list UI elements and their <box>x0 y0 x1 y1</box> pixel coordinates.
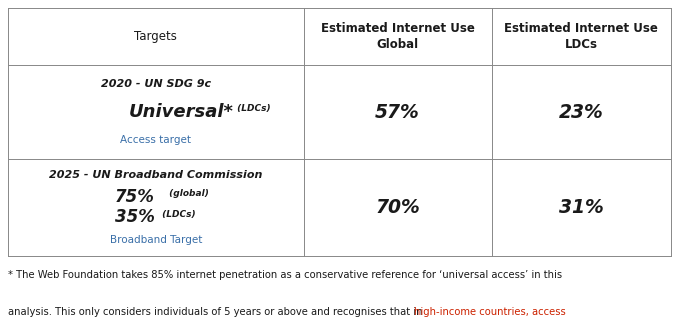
Text: (LDCs): (LDCs) <box>159 210 196 218</box>
Text: Access target: Access target <box>120 135 191 145</box>
Text: Broadband Target: Broadband Target <box>109 234 202 245</box>
Text: 23%: 23% <box>559 103 604 121</box>
Text: high-income countries, access: high-income countries, access <box>414 307 566 317</box>
Text: 31%: 31% <box>559 198 604 217</box>
Text: * The Web Foundation takes 85% internet penetration as a conservative reference : * The Web Foundation takes 85% internet … <box>8 270 562 280</box>
Text: 2020 - UN SDG 9c: 2020 - UN SDG 9c <box>100 79 211 89</box>
Text: (LDCs): (LDCs) <box>234 104 270 113</box>
Text: 75%: 75% <box>115 188 155 206</box>
Text: analysis. This only considers individuals of 5 years or above and recognises tha: analysis. This only considers individual… <box>8 307 426 317</box>
Text: Universal*: Universal* <box>129 103 234 121</box>
Text: (global): (global) <box>166 189 209 198</box>
Text: Estimated Internet Use
LDCs: Estimated Internet Use LDCs <box>504 22 658 51</box>
Text: 35%: 35% <box>115 208 155 226</box>
Text: Targets: Targets <box>134 30 177 43</box>
Text: Estimated Internet Use
Global: Estimated Internet Use Global <box>320 22 475 51</box>
Text: 2025 - UN Broadband Commission: 2025 - UN Broadband Commission <box>49 169 263 180</box>
Text: 57%: 57% <box>375 103 420 121</box>
Text: 70%: 70% <box>375 198 420 217</box>
